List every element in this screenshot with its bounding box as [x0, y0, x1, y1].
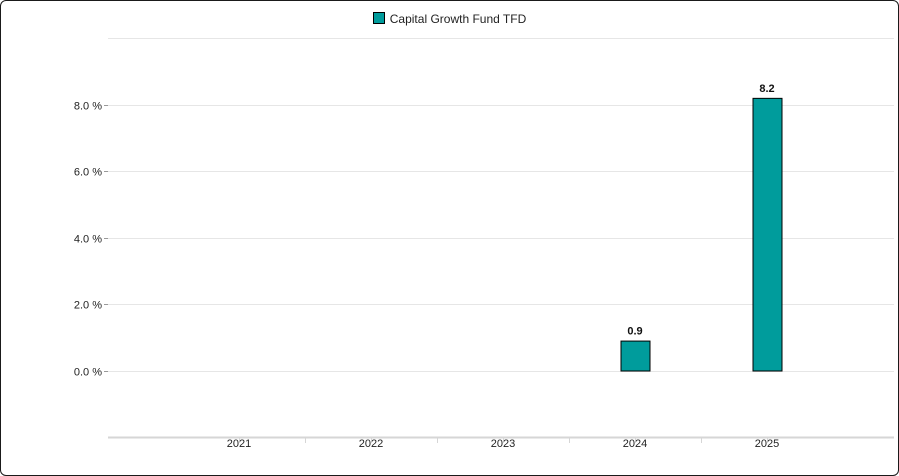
- y-tick-label: 8.0 %: [74, 101, 102, 113]
- legend-swatch: [372, 12, 385, 24]
- y-tick-label: 0.0 %: [74, 367, 102, 379]
- bars: [620, 97, 783, 372]
- x-tick-label: 2022: [359, 438, 383, 450]
- legend-label: Capital Growth Fund TFD: [389, 12, 527, 26]
- bar: [620, 340, 651, 372]
- y-tick-label: 2.0 %: [74, 300, 102, 312]
- x-axis: 2021 2022 2023 2024 2025: [108, 436, 894, 450]
- bar: [752, 97, 783, 372]
- y-tick-label: 4.0 %: [74, 234, 102, 246]
- data-label: 8.2: [759, 83, 774, 95]
- x-tick-label: 2024: [623, 438, 647, 450]
- x-tick-label: 2023: [491, 438, 515, 450]
- x-tick-label: 2025: [755, 438, 779, 450]
- y-axis: 0.0 % 2.0 % 4.0 % 6.0 % 8.0 %: [74, 101, 108, 379]
- data-labels: 0.9 8.2: [627, 83, 774, 338]
- y-tick-label: 6.0 %: [74, 167, 102, 179]
- data-label: 0.9: [627, 326, 642, 338]
- x-tick-label: 2021: [227, 438, 251, 450]
- legend: Capital Growth Fund TFD: [0, 12, 899, 26]
